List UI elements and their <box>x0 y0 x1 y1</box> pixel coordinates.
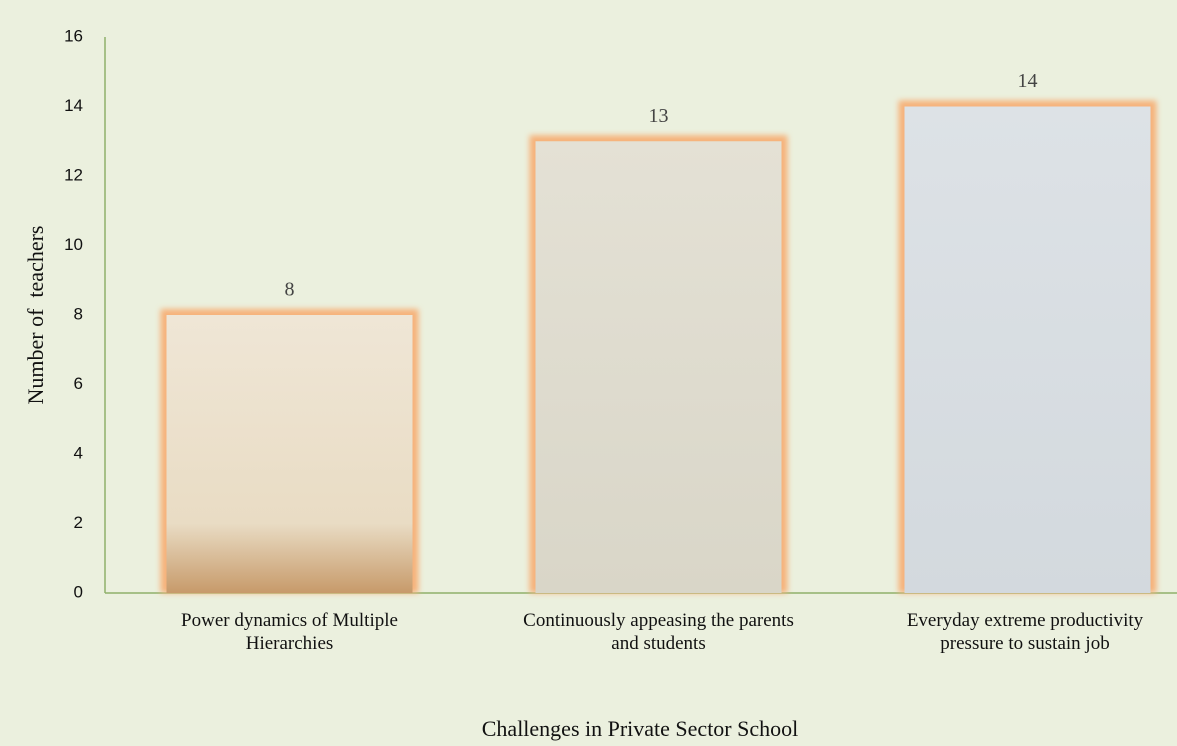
y-tick-label: 12 <box>64 165 83 184</box>
bar <box>535 141 782 593</box>
y-axis-title: Number of teachers <box>23 226 48 405</box>
y-tick-label: 4 <box>74 443 83 462</box>
y-tick-label: 8 <box>74 304 83 323</box>
y-tick-label: 14 <box>64 96 83 115</box>
y-tick-label: 16 <box>64 26 83 45</box>
value-label: 8 <box>285 279 295 301</box>
bar <box>166 315 413 593</box>
x-tick-label: Everyday extreme productivity pressure t… <box>906 610 1144 654</box>
value-label: 14 <box>1018 70 1038 92</box>
y-tick-label: 6 <box>74 374 83 393</box>
y-tick-label: 0 <box>74 582 83 601</box>
x-tick-label: Continuously appeasing the parents and s… <box>523 610 794 654</box>
bar <box>904 106 1151 593</box>
value-label: 13 <box>649 105 669 127</box>
x-axis-title: Challenges in Private Sector School <box>482 716 799 741</box>
y-tick-label: 10 <box>64 235 83 254</box>
x-tick-label: Power dynamics of Multiple Hierarchies <box>181 610 398 654</box>
y-tick-label: 2 <box>74 513 83 532</box>
